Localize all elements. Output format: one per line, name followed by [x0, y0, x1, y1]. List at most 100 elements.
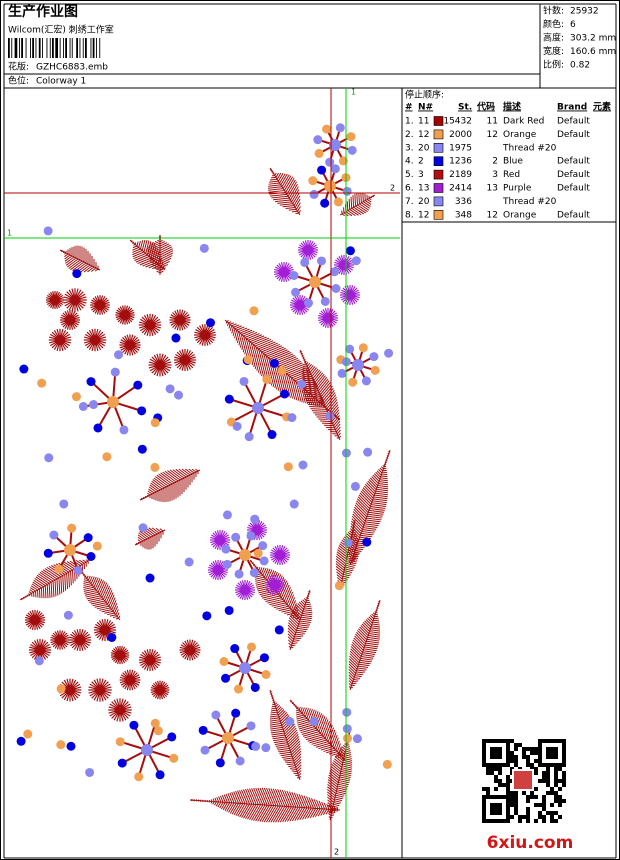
qr-module [530, 791, 534, 795]
row-index: 2. [405, 130, 414, 140]
dot [221, 544, 231, 554]
leaf [146, 235, 174, 275]
qr-module [546, 775, 550, 779]
dot [333, 197, 343, 207]
dot [352, 734, 362, 744]
qr-module [554, 767, 558, 771]
dot [71, 392, 81, 402]
dot [44, 453, 54, 463]
description: Dark Red [503, 117, 544, 127]
qr-module [486, 767, 490, 771]
qr-module [506, 763, 510, 767]
title: 生产作业图 [8, 3, 78, 20]
qr-module [494, 739, 498, 743]
barcode-bar [59, 38, 61, 58]
info-value: 6 [570, 20, 576, 30]
qr-module [490, 819, 494, 823]
puff [148, 353, 172, 377]
dot [247, 642, 257, 652]
qr-module [526, 763, 530, 767]
qr-module [542, 803, 546, 807]
dot [224, 394, 234, 404]
qr-module [494, 747, 498, 751]
qr-module [486, 791, 490, 795]
puff [340, 285, 360, 305]
needle: 13 [418, 184, 429, 194]
qr-module [482, 787, 486, 791]
qr-module [482, 807, 486, 811]
qr-module [498, 755, 502, 759]
qr-module [538, 739, 542, 743]
puff [50, 630, 70, 650]
needle: 20 [418, 197, 430, 207]
qr-module [502, 795, 506, 799]
brand: Default [557, 210, 590, 220]
dot [269, 358, 279, 368]
dot [34, 656, 44, 666]
qr-module [554, 739, 558, 743]
leaf [59, 245, 101, 273]
barcode-bar [99, 38, 101, 58]
stitches: 2189 [449, 170, 472, 180]
barcode-bar [63, 38, 64, 58]
brand: Default [557, 157, 590, 167]
puff [179, 639, 201, 661]
dot [171, 333, 181, 343]
needle: 11 [418, 117, 429, 127]
stitches: 1975 [449, 143, 472, 153]
qr-module [562, 783, 566, 787]
puff [208, 560, 228, 580]
qr-module [510, 751, 514, 755]
dot [232, 421, 242, 431]
puff [265, 575, 285, 595]
stitches: 336 [455, 197, 472, 207]
qr-module [498, 779, 502, 783]
dot [335, 123, 345, 133]
qr-module [546, 783, 550, 787]
dot [345, 344, 355, 354]
qr-module [482, 739, 486, 743]
color-swatch [433, 116, 444, 126]
qr-module [490, 803, 494, 807]
qr-module [534, 759, 538, 763]
description: Orange [503, 130, 537, 140]
color-swatch [433, 210, 444, 220]
dot [107, 396, 119, 408]
qr-module [546, 747, 550, 751]
puff [270, 545, 290, 565]
column-header: Brand [557, 103, 587, 113]
dot [253, 548, 263, 558]
qr-module [482, 755, 486, 759]
dot [221, 673, 231, 683]
leaf [267, 167, 301, 216]
dot [317, 165, 327, 175]
qr-module [542, 771, 546, 775]
qr-module [498, 771, 502, 775]
qr-module [510, 803, 514, 807]
qr-module [554, 783, 558, 787]
dot [314, 148, 324, 158]
guide-label: 1 [351, 88, 356, 97]
qr-module [554, 799, 558, 803]
stitches: 2000 [449, 130, 472, 140]
barcode-bar [71, 38, 73, 58]
guide-label: 1 [7, 229, 12, 238]
dot [239, 662, 251, 674]
barcode-bar [21, 38, 23, 58]
qr-module [554, 819, 558, 823]
dot [215, 758, 225, 768]
puff [68, 628, 92, 652]
code: 11 [487, 117, 498, 127]
dot [298, 460, 308, 470]
dot [138, 523, 148, 533]
stitches: 1236 [449, 157, 472, 167]
dot [110, 367, 120, 377]
qr-module [526, 799, 530, 803]
barcode-bar [8, 38, 10, 58]
qr-module [530, 763, 534, 767]
row-index: 7. [405, 197, 414, 207]
qr-module [558, 795, 562, 799]
barcode-bar [76, 38, 78, 58]
qr-module [538, 755, 542, 759]
dot [384, 348, 394, 358]
